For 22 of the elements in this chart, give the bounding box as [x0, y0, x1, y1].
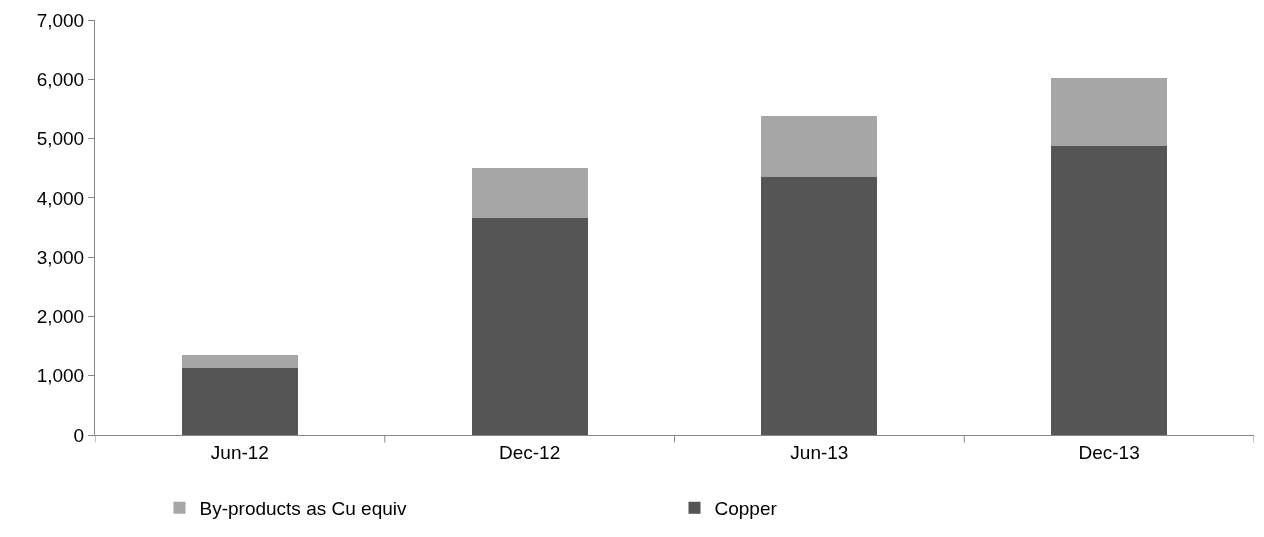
legend-label: Copper: [714, 498, 778, 520]
bar: [471, 167, 588, 219]
x-tick-label: Dec-12: [499, 441, 561, 463]
y-tick-label: 1,000: [36, 365, 85, 387]
y-tick-label: 6,000: [36, 68, 85, 90]
y-tick-label: 0: [73, 424, 85, 446]
y-tick-label: 7,000: [36, 9, 85, 31]
bar: [1051, 146, 1168, 435]
y-tick-label: 2,000: [36, 306, 85, 328]
bar: [181, 354, 298, 369]
bar: [181, 368, 298, 435]
x-tick-label: Jun-13: [790, 441, 849, 463]
bar: [761, 116, 878, 177]
x-tick-label: Dec-13: [1078, 441, 1140, 463]
y-tick-label: 3,000: [36, 246, 85, 268]
bar: [1051, 78, 1168, 147]
bar: [761, 176, 878, 435]
y-tick-label: 5,000: [36, 128, 85, 150]
x-tick-label: Jun-12: [210, 441, 269, 463]
legend-label: By-products as Cu equiv: [199, 498, 407, 520]
y-tick-label: 4,000: [36, 187, 85, 209]
bar: [471, 218, 588, 435]
